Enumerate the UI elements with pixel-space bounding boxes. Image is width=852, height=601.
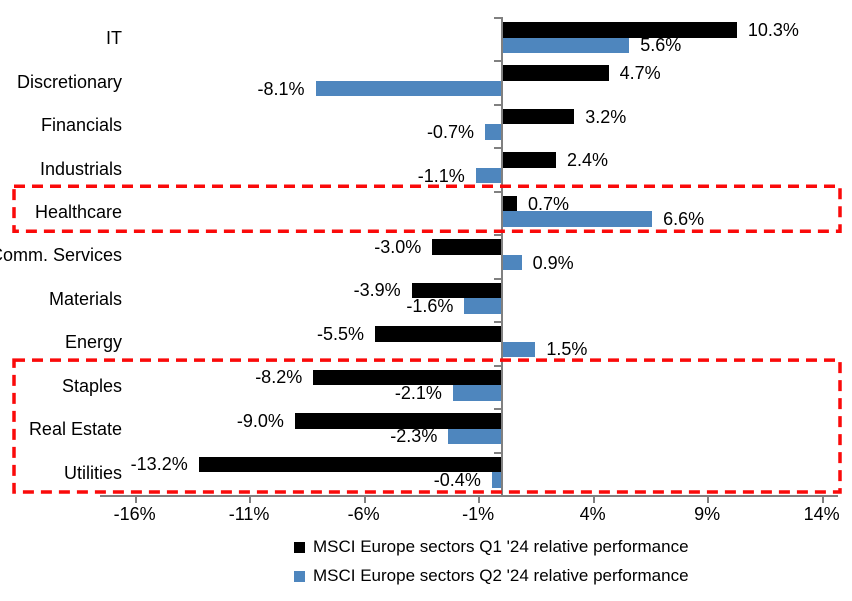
category-tick bbox=[494, 408, 501, 411]
category-tick bbox=[494, 190, 501, 193]
bar-value-label: -1.1% bbox=[417, 165, 465, 186]
bar-q1 bbox=[375, 326, 501, 342]
legend-swatch-q2-icon bbox=[294, 570, 305, 582]
bar-value-label: -3.0% bbox=[374, 237, 422, 257]
category-tick bbox=[494, 234, 501, 237]
x-tick bbox=[249, 494, 252, 503]
bar-q2 bbox=[475, 167, 501, 184]
x-axis bbox=[100, 494, 838, 497]
bar-value-label: 0.7% bbox=[528, 193, 570, 214]
x-tick-label: -6% bbox=[347, 503, 380, 524]
legend-item-q2: MSCI Europe sectors Q2 '24 relative perf… bbox=[294, 566, 689, 586]
x-tick-label: -16% bbox=[113, 503, 156, 524]
x-tick-label: 14% bbox=[803, 503, 840, 524]
category-label: Energy bbox=[64, 332, 122, 353]
legend-item-q1: MSCI Europe sectors Q1 '24 relative perf… bbox=[294, 537, 689, 557]
bar-value-label: -2.3% bbox=[390, 426, 438, 447]
bar-q2 bbox=[501, 211, 653, 227]
bar-value-label: -1.6% bbox=[406, 295, 454, 316]
category-tick bbox=[494, 364, 501, 367]
bar-q2 bbox=[464, 298, 501, 314]
bar-value-label: 6.6% bbox=[663, 209, 705, 230]
bar-q1 bbox=[501, 108, 575, 125]
bar-value-label: 4.7% bbox=[619, 63, 661, 84]
bar-q1 bbox=[501, 65, 609, 81]
category-tick bbox=[494, 103, 501, 106]
bar-q2 bbox=[448, 428, 501, 445]
category-label: Comm. Services bbox=[0, 245, 122, 266]
legend-label-q2: MSCI Europe sectors Q2 '24 relative perf… bbox=[313, 566, 689, 585]
category-label: Staples bbox=[61, 375, 122, 396]
category-label: IT bbox=[106, 28, 122, 49]
bar-q2 bbox=[501, 341, 536, 358]
category-label: Materials bbox=[48, 288, 122, 309]
bar-q2 bbox=[501, 254, 522, 271]
bar-q1 bbox=[501, 152, 556, 168]
category-tick bbox=[494, 494, 501, 497]
bar-value-label: -13.2% bbox=[130, 454, 188, 475]
bar-value-label: -2.1% bbox=[394, 382, 442, 403]
legend-label-q1: MSCI Europe sectors Q1 '24 relative perf… bbox=[313, 537, 689, 556]
bar-q2 bbox=[484, 124, 501, 140]
x-tick bbox=[478, 494, 481, 503]
x-tick-label: -1% bbox=[462, 503, 495, 524]
bar-value-label: -9.0% bbox=[236, 410, 284, 431]
bar-q2 bbox=[491, 472, 501, 488]
x-tick bbox=[134, 494, 137, 503]
category-tick bbox=[494, 277, 501, 280]
x-tick-label: 9% bbox=[694, 503, 721, 524]
category-label: Financials bbox=[40, 115, 122, 136]
legend-swatch-q1-icon bbox=[294, 541, 305, 553]
bar-value-label: -5.5% bbox=[317, 323, 365, 344]
x-tick bbox=[821, 494, 824, 503]
bar-value-label: 5.6% bbox=[640, 35, 682, 56]
highlight-box-1 bbox=[12, 184, 842, 233]
bar-q2 bbox=[315, 80, 501, 97]
legend: MSCI Europe sectors Q1 '24 relative perf… bbox=[294, 537, 689, 595]
bar-value-label: -0.7% bbox=[426, 122, 474, 143]
category-tick bbox=[494, 147, 501, 150]
x-tick-label: 4% bbox=[579, 503, 606, 524]
category-tick bbox=[494, 60, 501, 63]
x-tick bbox=[707, 494, 710, 503]
x-tick bbox=[363, 494, 366, 503]
category-tick bbox=[494, 321, 501, 324]
x-tick-label: -11% bbox=[228, 503, 270, 524]
bar-value-label: -0.4% bbox=[433, 469, 481, 490]
bar-q1 bbox=[501, 22, 737, 38]
category-tick bbox=[494, 451, 501, 454]
category-label: Discretionary bbox=[16, 71, 122, 92]
category-label: Utilities bbox=[63, 462, 122, 483]
bar-value-label: -8.1% bbox=[257, 78, 305, 99]
bar-q1 bbox=[501, 195, 518, 212]
bar-value-label: -8.2% bbox=[255, 367, 303, 388]
bar-value-label: 10.3% bbox=[747, 19, 799, 40]
category-label: Real Estate bbox=[28, 419, 122, 440]
bar-q2 bbox=[501, 37, 630, 53]
bar-q1 bbox=[432, 239, 501, 255]
bar-q2 bbox=[452, 385, 501, 401]
bar-value-label: 1.5% bbox=[546, 339, 588, 360]
bar-value-label: 0.9% bbox=[532, 252, 574, 273]
x-tick bbox=[592, 494, 595, 503]
bar-value-label: 2.4% bbox=[566, 150, 608, 171]
category-label: Industrials bbox=[39, 158, 122, 179]
y-axis bbox=[501, 17, 503, 497]
category-tick bbox=[494, 17, 501, 19]
bar-value-label: -3.9% bbox=[353, 280, 401, 301]
bar-q1 bbox=[411, 282, 501, 299]
bar-value-label: 3.2% bbox=[585, 106, 627, 127]
category-label: Healthcare bbox=[34, 202, 122, 223]
